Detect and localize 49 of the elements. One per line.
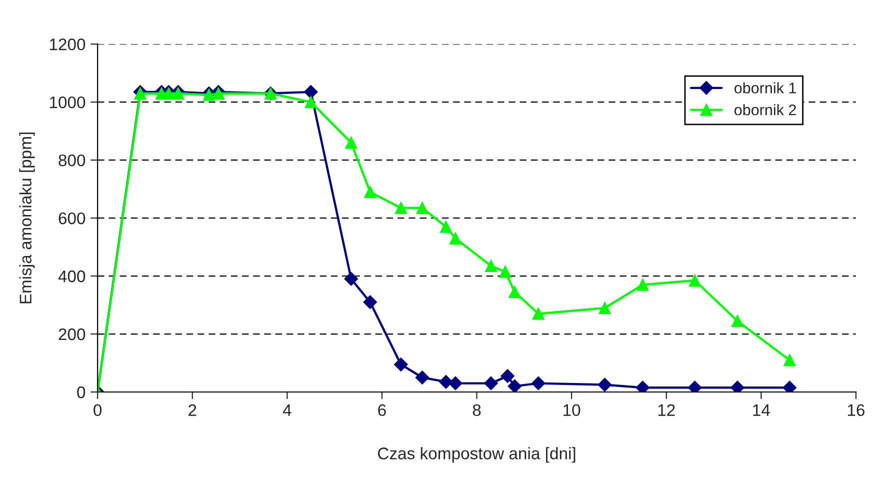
point bbox=[731, 314, 744, 328]
point bbox=[364, 186, 376, 198]
y-tick-label: 800 bbox=[58, 154, 86, 166]
point bbox=[416, 202, 428, 214]
point bbox=[448, 376, 462, 390]
point bbox=[344, 272, 358, 286]
point bbox=[440, 220, 452, 233]
point bbox=[394, 202, 407, 214]
point bbox=[531, 376, 546, 390]
x-tick-label: 0 bbox=[94, 404, 102, 416]
x-tick-label: 10 bbox=[564, 404, 580, 416]
y-tick-label: 600 bbox=[58, 212, 86, 224]
y-tick-label: 0 bbox=[77, 386, 86, 398]
x-tick-label: 4 bbox=[282, 404, 292, 416]
point bbox=[499, 266, 512, 278]
legend-label: obornik 2 bbox=[734, 104, 796, 116]
point bbox=[484, 376, 498, 390]
y-tick-label: 400 bbox=[58, 270, 86, 282]
legend-label: obornik 1 bbox=[734, 82, 796, 94]
point bbox=[508, 286, 521, 298]
y-tick-label: 1200 bbox=[50, 38, 86, 50]
point bbox=[508, 379, 522, 392]
point bbox=[415, 370, 430, 384]
y-tick-label: 1000 bbox=[50, 96, 86, 108]
x-tick-label: 16 bbox=[848, 404, 864, 416]
point bbox=[784, 354, 796, 366]
y-tick-label: 200 bbox=[58, 328, 86, 340]
x-tick-label: 14 bbox=[753, 404, 770, 416]
point bbox=[363, 295, 378, 310]
x-tick-label: 2 bbox=[188, 404, 196, 416]
point bbox=[598, 302, 611, 314]
point bbox=[345, 136, 358, 149]
point bbox=[688, 274, 701, 286]
point bbox=[636, 278, 649, 291]
point bbox=[202, 88, 216, 101]
point bbox=[532, 308, 544, 320]
y-axis-title: Emisja amoniaku [ppm] bbox=[19, 132, 35, 304]
point bbox=[449, 232, 462, 244]
point bbox=[394, 358, 408, 372]
x-tick-label: 6 bbox=[378, 404, 386, 416]
point bbox=[598, 378, 612, 392]
point bbox=[500, 369, 514, 383]
x-tick-label: 12 bbox=[658, 404, 675, 416]
point bbox=[484, 260, 498, 272]
point bbox=[439, 374, 453, 389]
x-axis-title: Czas kompostow ania [dni] bbox=[378, 447, 576, 463]
x-tick-label: 8 bbox=[472, 404, 481, 416]
point bbox=[304, 96, 317, 108]
point bbox=[304, 85, 318, 99]
